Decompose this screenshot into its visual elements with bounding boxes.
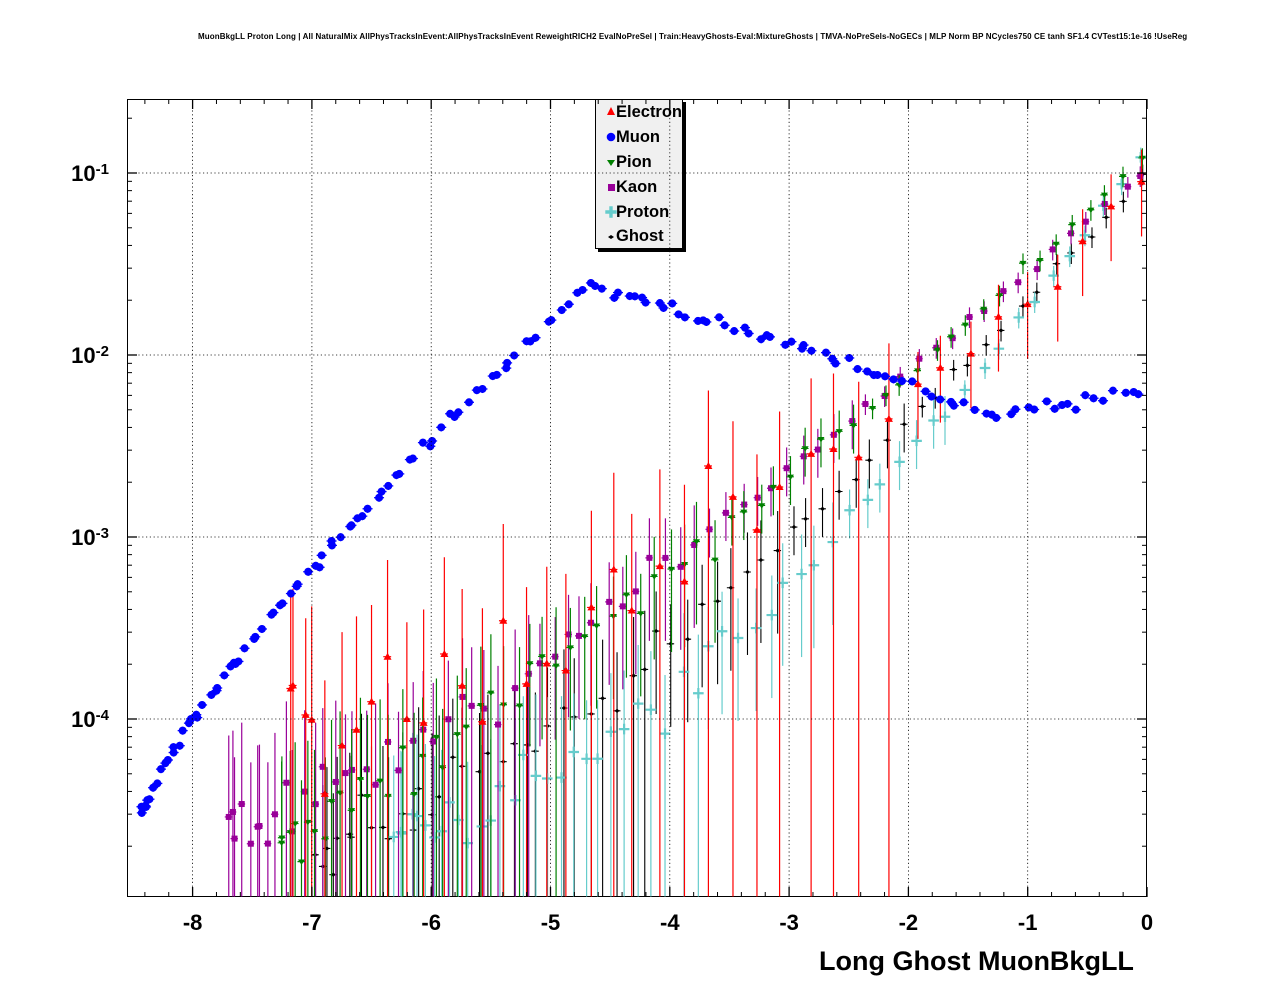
svg-text:10-2: 10-2	[71, 343, 109, 369]
svg-text:0: 0	[1141, 910, 1153, 935]
svg-text:10-1: 10-1	[71, 161, 109, 187]
svg-text:-1: -1	[1018, 910, 1038, 935]
svg-text:10-4: 10-4	[71, 707, 109, 733]
svg-text:-8: -8	[183, 910, 203, 935]
svg-text:-7: -7	[302, 910, 322, 935]
svg-text:-4: -4	[660, 910, 680, 935]
svg-text:-3: -3	[779, 910, 799, 935]
svg-text:-5: -5	[541, 910, 561, 935]
svg-text:-6: -6	[421, 910, 441, 935]
svg-text:10-3: 10-3	[71, 525, 109, 551]
svg-text:-2: -2	[899, 910, 919, 935]
